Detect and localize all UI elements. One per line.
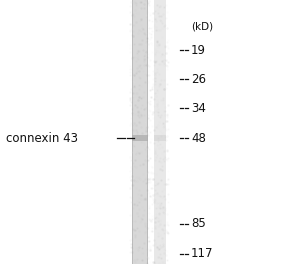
Bar xyxy=(132,0,133,264)
Text: 19: 19 xyxy=(191,44,206,57)
Bar xyxy=(154,0,166,264)
Text: 26: 26 xyxy=(191,73,206,86)
Text: connexin 43: connexin 43 xyxy=(6,132,78,145)
Bar xyxy=(147,0,148,264)
Text: 48: 48 xyxy=(191,132,206,145)
Bar xyxy=(154,135,166,141)
Bar xyxy=(132,135,148,141)
Text: 117: 117 xyxy=(191,247,214,261)
Text: 34: 34 xyxy=(191,102,206,115)
Text: 85: 85 xyxy=(191,217,206,230)
Bar xyxy=(132,0,148,264)
Text: (kD): (kD) xyxy=(191,21,213,31)
